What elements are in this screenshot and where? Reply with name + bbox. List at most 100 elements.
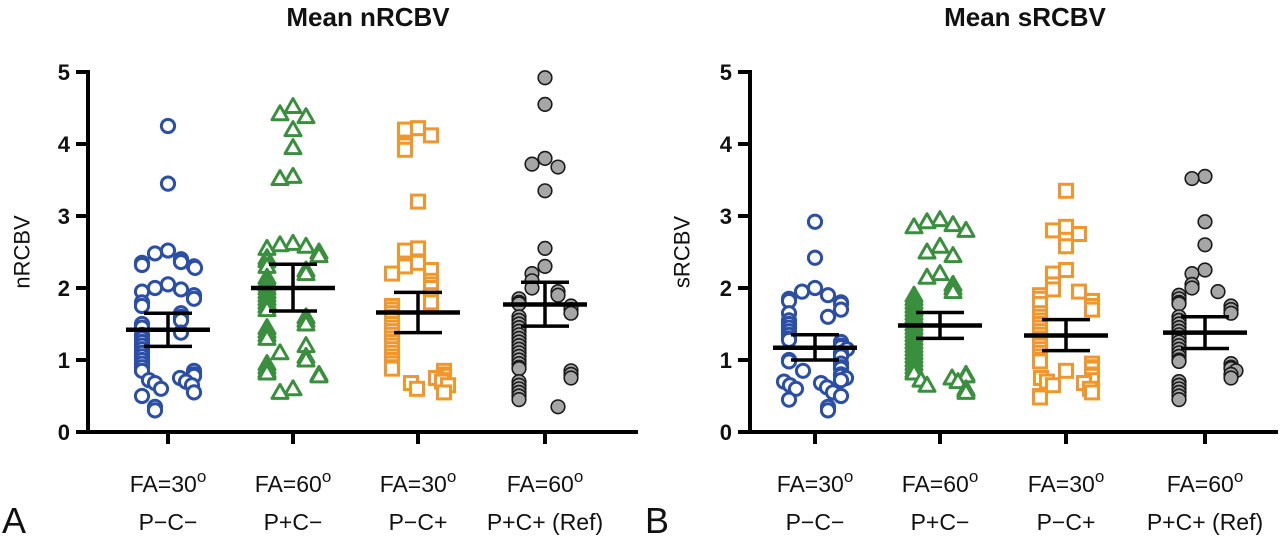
data-point (917, 212, 937, 230)
category-label-line1: FA=60o (507, 467, 584, 497)
category-label-text: FA=60 (507, 471, 574, 497)
data-point (270, 382, 290, 400)
data-point (257, 363, 277, 381)
data-point (917, 375, 937, 393)
data-point (159, 276, 177, 293)
degree-superscript: o (1234, 467, 1243, 486)
data-point (270, 169, 290, 187)
data-point (159, 242, 177, 259)
chart-title: Mean nRCBV (286, 2, 450, 32)
data-point (930, 236, 950, 254)
data-point (410, 254, 426, 271)
y-axis-label: sRCBV (670, 216, 695, 288)
panel-letter: A (2, 500, 26, 539)
data-point (1171, 296, 1187, 312)
series-group (126, 117, 210, 419)
series-group (1024, 182, 1108, 406)
data-point (283, 138, 303, 156)
data-point (537, 258, 553, 275)
category-label-text: FA=30 (130, 471, 197, 497)
data-point (1084, 384, 1100, 401)
y-tick-label: 5 (58, 60, 70, 85)
data-point (409, 380, 425, 397)
data-point (309, 246, 329, 264)
data-point (832, 372, 850, 389)
data-point (1084, 301, 1100, 318)
category-label-line1: FA=30o (777, 467, 854, 497)
data-point (146, 245, 164, 262)
category-label-text: FA=30 (777, 471, 844, 497)
panel-b: Mean sRCBVsRCBV012345FA=30oP−C−FA=60oP+C… (645, 2, 1278, 539)
category-label-line1: FA=30o (1028, 467, 1105, 497)
data-point (152, 380, 170, 397)
data-point (1045, 281, 1061, 298)
series-group (898, 210, 982, 400)
degree-superscript: o (1095, 467, 1104, 486)
data-point (296, 264, 316, 282)
chart-title: Mean sRCBV (944, 2, 1106, 32)
y-tick-label: 0 (720, 420, 732, 445)
data-point (397, 258, 413, 275)
category-label-text: FA=60 (1167, 471, 1234, 497)
y-tick-label: 1 (58, 348, 70, 373)
data-point (283, 97, 303, 115)
category-label-line1: FA=30o (380, 467, 457, 497)
y-tick-label: 2 (720, 276, 732, 301)
panel-letter: B (645, 500, 669, 539)
category-label-text: FA=30 (380, 471, 447, 497)
data-point (410, 120, 426, 137)
category-label-line1: FA=30o (130, 467, 207, 497)
category-label-line2: P−C− (139, 509, 198, 535)
data-point (1045, 222, 1061, 239)
data-point (537, 96, 553, 112)
data-point (296, 350, 316, 368)
data-point (185, 384, 203, 401)
data-point (397, 242, 413, 259)
data-point (948, 372, 968, 390)
series-group (376, 120, 460, 401)
series-group (773, 213, 857, 419)
data-point (1045, 377, 1061, 394)
data-point (956, 382, 976, 400)
data-point (819, 402, 837, 419)
data-point (146, 279, 164, 297)
data-point (943, 246, 963, 264)
data-point (283, 120, 303, 138)
data-point (1197, 262, 1213, 278)
data-point (423, 294, 439, 311)
data-point (1171, 353, 1187, 370)
data-point (133, 387, 151, 405)
data-point (296, 236, 316, 254)
data-point (832, 301, 850, 318)
data-point (133, 256, 151, 274)
data-point (537, 150, 553, 166)
category-label-line2: P−C− (786, 509, 845, 535)
data-point (397, 141, 413, 158)
y-tick-label: 0 (58, 420, 70, 445)
data-point (283, 379, 303, 397)
category-label-line2: P−C+ (1037, 509, 1096, 535)
data-point (1058, 262, 1074, 278)
data-point (1184, 170, 1200, 187)
category-label-line2: P+C+ (Ref) (487, 509, 603, 535)
data-point (296, 107, 316, 125)
y-tick-label: 4 (720, 132, 733, 157)
data-point (563, 305, 579, 321)
data-point (1197, 168, 1213, 184)
data-point (1171, 392, 1187, 408)
data-point (956, 220, 976, 238)
data-point (550, 399, 566, 415)
data-point (159, 117, 177, 135)
data-point (397, 121, 413, 138)
data-point (270, 235, 290, 253)
category-label-text: FA=60 (255, 471, 322, 497)
data-point (943, 215, 963, 233)
series-group (251, 97, 335, 400)
data-point (1223, 370, 1239, 386)
data-point (819, 287, 837, 304)
data-point (943, 282, 963, 300)
data-point (423, 127, 439, 144)
category-label-text: FA=60 (902, 471, 969, 497)
data-point (1210, 284, 1226, 300)
y-tick-label: 5 (720, 60, 732, 85)
